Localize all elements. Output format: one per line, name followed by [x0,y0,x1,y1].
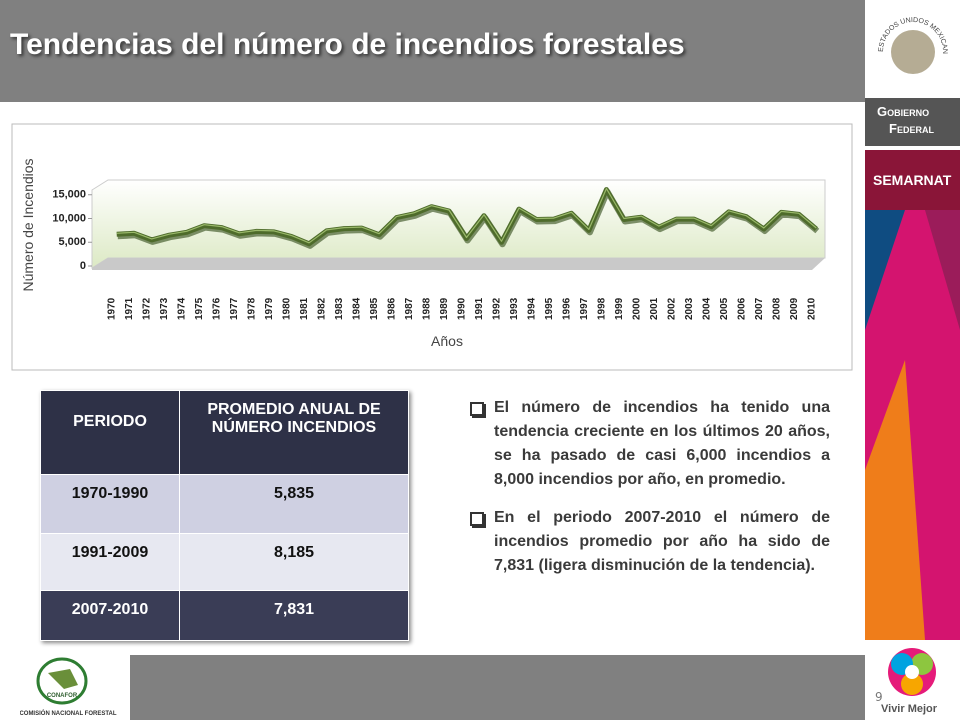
table: PERIODO PROMEDIO ANUAL DE NÚMERO INCENDI… [40,390,409,641]
x-tick-label: 2001 [649,297,660,320]
header-cell: PROMEDIO ANUAL DE NÚMERO INCENDIOS [179,390,409,475]
x-tick-label: 1973 [159,297,170,320]
x-tick-label: 1995 [544,297,555,320]
x-tick-label: 1986 [387,297,398,320]
y-tick-label: 10,000 [52,212,86,224]
series-line [116,187,818,247]
x-tick-label: 2006 [736,297,747,320]
chart: Años Número de Incendios 0 5,000 10,000 15,… [11,123,853,371]
sidebar: ESTADOS UNIDOS MEXICANOS Gobierno Federa… [862,0,960,720]
conafor: CONAFOR [47,693,78,699]
cell: 8,185 [179,533,409,591]
cell: 1970-1990 [40,474,180,534]
x-tick-label: 1991 [474,297,485,320]
y-axis-label: Número de Incendios [20,158,36,291]
bullet-box [470,512,484,526]
stripe [865,360,925,640]
bullet: El número de incendios ha tenido una ten… [470,396,830,492]
stripe [925,210,960,330]
gobierno-band [865,98,960,146]
x-tick-label: 1989 [439,297,450,320]
x-tick-label: 1972 [142,297,153,320]
x-axis-label: Años [431,333,463,349]
x-tick-label: 1975 [194,297,205,320]
vivir-logo [888,648,936,696]
x-tick-label: 1976 [212,297,223,320]
bullet-text: El número de incendios ha tenido una ten… [494,399,830,488]
table-row: 1970-1990 5,835 [40,474,409,534]
x-tick-label: 1979 [264,297,275,320]
x-tick-label: 1982 [317,297,328,320]
x-tick-label: 1983 [334,297,345,320]
line-highlight [116,188,817,244]
cell: 1991-2009 [40,533,180,591]
org-name: COMISIÓN NACIONAL FORESTAL [20,709,117,717]
x-tick-label: 1971 [124,297,135,320]
header-cell: PERIODO [40,390,180,475]
x-tick-label: 2005 [719,297,730,320]
federal: Federal [889,121,934,136]
x-tick-label: 1993 [509,297,520,320]
bullet-list: El número de incendios ha tenido una ten… [470,396,830,592]
y-tick-label: 0 [80,260,86,272]
x-tick-label: 2010 [806,297,817,320]
x-tick-label: 1978 [247,297,258,320]
y-tick-label: 15,000 [52,189,86,201]
y-tick-label: 5,000 [58,236,86,248]
x-tick-label: 1996 [561,297,572,320]
x-tick-label: 1980 [282,297,293,320]
x-tick-label: 1977 [229,297,240,320]
logo-map [48,669,78,689]
x-tick-label: 1999 [614,297,625,320]
x-tick-label: 1992 [491,297,502,320]
x-tick-label: 1990 [457,297,468,320]
x-tick-label: 2002 [666,297,677,320]
x-tick-label: 1981 [299,297,310,320]
x-tick-label: 2004 [701,297,712,320]
x-tick-label: 1985 [369,297,380,320]
cell: 7,831 [179,590,409,641]
gobierno: Gobierno [877,104,929,119]
stripe [865,210,905,330]
bullet-box [470,402,484,416]
header-band [0,0,865,102]
semarnat: SEMARNAT [873,172,952,188]
bullet: En el periodo 2007-2010 el número de inc… [470,506,830,578]
x-tick-label: 2008 [771,297,782,320]
x-tick-label: 1987 [404,297,415,320]
table-header: PERIODO PROMEDIO ANUAL DE NÚMERO INCENDI… [40,390,409,475]
conafor-logo: CONAFOR COMISIÓN NACIONAL FORESTAL [20,657,117,717]
x-tick-label: 2007 [754,297,765,320]
x-tick-label: 1998 [596,297,607,320]
cell: 2007-2010 [40,590,180,641]
slide-title: Tendencias del número de incendios fores… [10,28,685,61]
page-number: 9 [875,690,883,704]
semarnat-band [865,150,960,210]
logo-ring [36,657,88,705]
x-tick-label: 1984 [352,297,363,320]
x-tick-label: 1970 [107,297,118,320]
x-tick-label: 2003 [684,297,695,320]
footer-band [130,655,865,720]
table-row: 1991-2009 8,185 [40,533,409,591]
bullet-text: En el periodo 2007-2010 el número de inc… [494,509,830,574]
x-tick-label: 1974 [177,297,188,320]
x-tick-label: 1988 [422,297,433,320]
cell: 5,835 [179,474,409,534]
vivir-mejor: Vivir Mejor [881,703,938,715]
sidebar-art: ESTADOS UNIDOS MEXICANOS Gobierno Federa… [862,0,960,715]
plot-floor [92,258,825,270]
emblem [891,30,935,74]
x-tick-label: 1994 [526,297,537,320]
x-tick-label: 1997 [579,297,590,320]
x-tick-label: 2000 [631,297,642,320]
table-row: 2007-2010 7,831 [40,590,409,641]
x-tick-label: 2009 [789,297,800,320]
